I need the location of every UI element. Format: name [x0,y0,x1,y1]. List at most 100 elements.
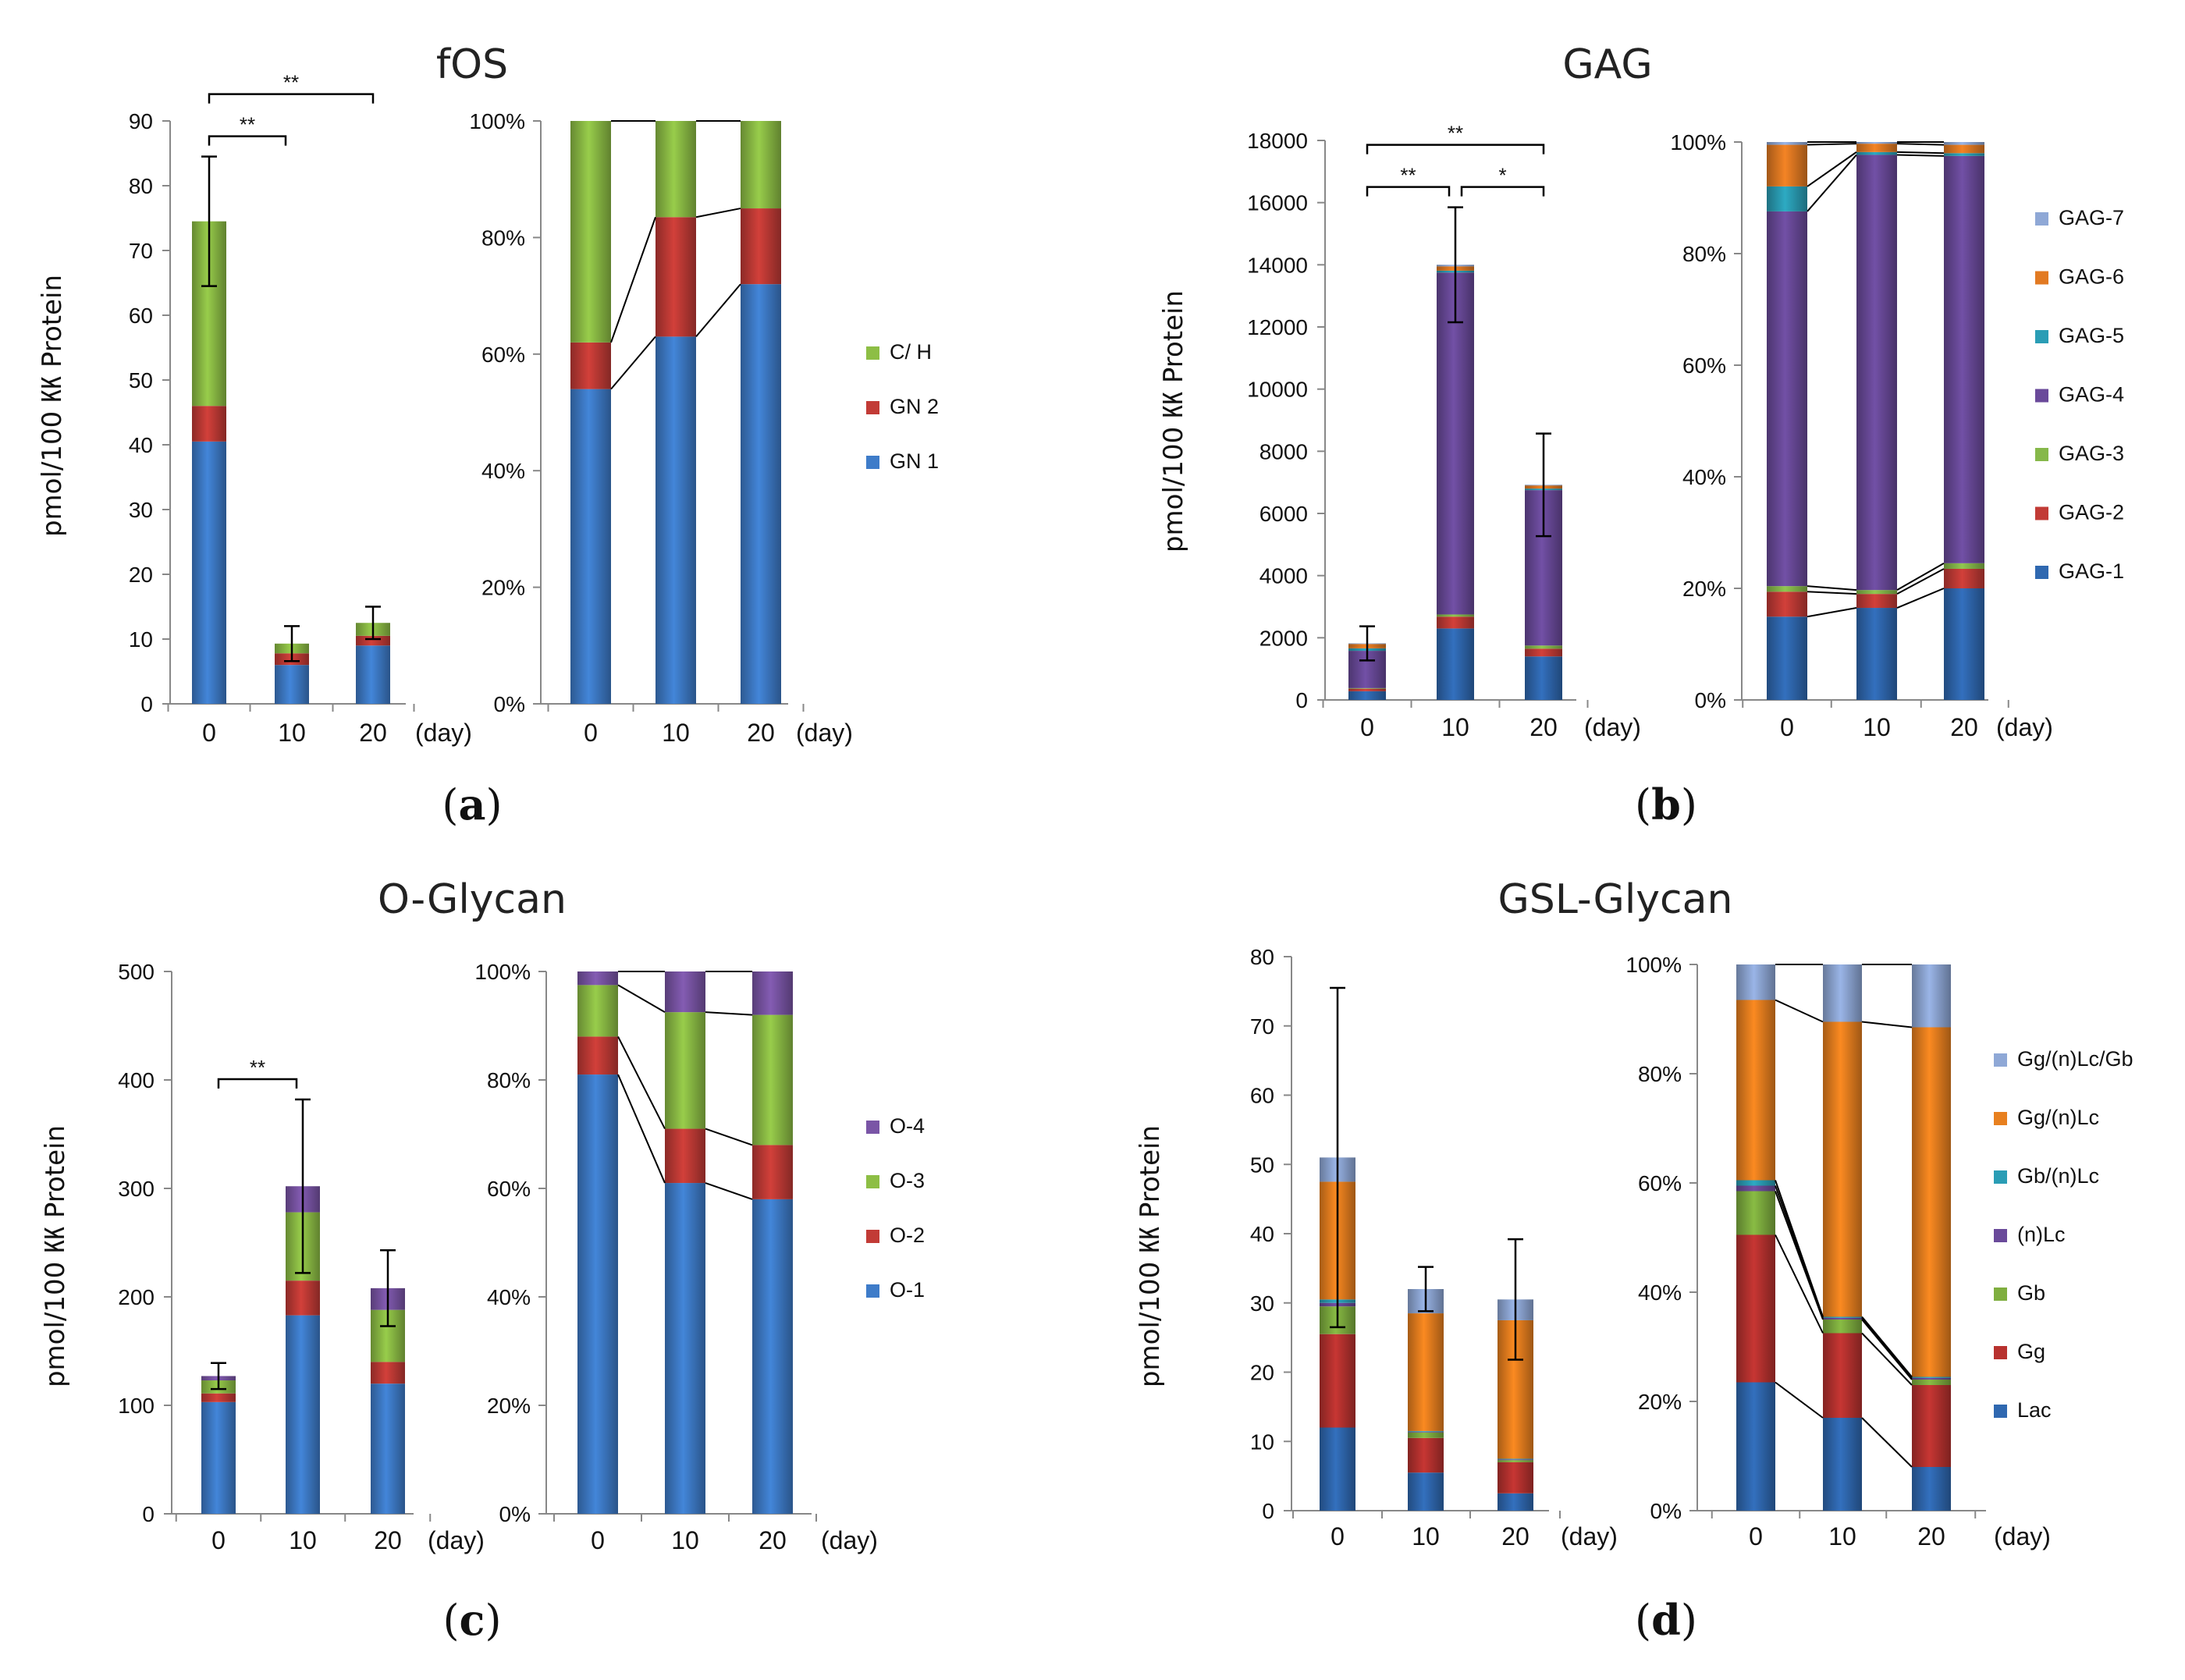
x-unit-label: (day) [415,719,472,747]
percent-segment [1767,616,1807,700]
percent-segment [1912,1467,1951,1511]
percent-segment [570,121,611,343]
bar-segment [1320,1427,1355,1511]
x-tick-label: 20 [1530,713,1558,741]
percent-segment [577,1074,618,1514]
x-unit-label: (day) [428,1526,485,1554]
y-tick-label: 0% [1695,688,1726,712]
x-unit-label: (day) [796,719,853,747]
y-axis-label: pmol/100 ㏍ Protein [40,1125,71,1387]
legend-label: GAG-5 [2059,324,2124,347]
absolute-chart: 0 10 20 30 40 50 60 70 80 0 10 20 (day) [1250,945,1618,1550]
bar-segment [1408,1431,1444,1433]
percent-segment [1856,142,1897,144]
y-tick-label: 300 [118,1177,155,1201]
percent-segment [1823,1317,1862,1319]
connector-line [1861,1319,1913,1380]
significance-bracket [1366,144,1545,155]
percent-segment [1767,186,1807,211]
percent-segment [656,121,696,218]
legend-swatch [866,1121,879,1134]
y-tick-label: 100% [469,109,525,133]
y-tick-label: 0% [499,1502,531,1526]
y-tick-label: 20% [487,1394,531,1418]
percent-segment [1823,1333,1862,1418]
percent-segment [570,342,611,389]
x-tick-label: 10 [1828,1522,1856,1550]
y-tick-label: 50 [129,368,153,392]
percent-segment [1912,1376,1951,1378]
significance-label: ** [283,71,299,94]
x-tick-label: 0 [1360,713,1374,741]
x-tick-label: 10 [671,1526,699,1554]
percent-segment [1856,155,1897,591]
x-tick-label: 10 [278,719,306,747]
connector-line [1896,562,1945,591]
percent-segment [1823,1418,1862,1511]
connector-line [617,984,666,1013]
percent-segment [752,1145,793,1199]
percent-segment [752,971,793,1015]
panel-label: (b) [1635,780,1697,829]
bar-segment [1408,1432,1444,1438]
y-tick-label: 14000 [1247,253,1308,277]
percent-segment [1823,1319,1862,1334]
y-tick-label: 20 [1250,1361,1274,1385]
legend-label: (n)Lc [2017,1223,2066,1246]
legend-label: O-1 [890,1278,925,1302]
bar-segment [356,635,390,646]
y-tick-label: 80% [487,1068,531,1092]
legend-label: GAG-4 [2059,383,2124,407]
y-tick-label: 60% [1638,1171,1682,1195]
y-tick-label: 30 [1250,1291,1274,1316]
panel-label: (d) [1635,1595,1697,1645]
percent-segment [741,284,781,704]
bar-segment [286,1315,320,1514]
y-tick-label: 20% [1682,577,1726,601]
bar-segment [1437,616,1474,629]
legend-swatch [2035,566,2048,579]
percent-segment [1912,1027,1951,1377]
bar-segment [1525,656,1562,700]
percent-segment [1856,144,1897,152]
x-unit-label: (day) [1561,1522,1618,1550]
percent-segment [752,1014,793,1145]
y-tick-label: 10 [129,627,153,652]
x-tick-label: 0 [1331,1522,1345,1550]
y-tick-label: 0 [1295,688,1308,712]
bar-segment [1498,1462,1533,1494]
legend-swatch [2035,389,2048,403]
percent-segment [656,336,696,704]
x-tick-label: 0 [1780,713,1794,741]
y-tick-label: 6000 [1259,502,1308,526]
significance-bracket [217,1078,298,1089]
y-axis-label: pmol/100 ㏍ Protein [1158,290,1189,552]
connector-line [1861,1332,1913,1386]
legend-swatch [866,401,879,414]
percent-segment [1736,1180,1775,1186]
legend-label: GAG-1 [2059,559,2124,583]
bar-segment [1320,1334,1355,1428]
percent-segment [1823,964,1862,1022]
legend-label: Gb/(n)Lc [2017,1164,2099,1188]
chart-title: GAG [1562,41,1652,88]
legend: Gg/(n)Lc/Gb Gg/(n)Lc Gb/(n)Lc (n)Lc Gb Gg Lac [1994,1047,2133,1422]
y-tick-label: 400 [118,1068,155,1092]
percent-segment [1856,590,1897,595]
percent-chart: 0% 20% 40% 60% 80% 100% 0 10 20 (day) [1670,130,2053,741]
connector-line [1861,1316,1913,1378]
bar-segment [192,406,226,442]
legend: O-4 O-3 O-2 O-1 [866,1114,925,1302]
legend-swatch [866,346,879,360]
y-tick-label: 40 [129,433,153,457]
y-tick-label: 18000 [1247,129,1308,153]
y-tick-label: 60% [1682,353,1726,378]
percent-segment [1856,594,1897,609]
connector-line [1807,585,1857,591]
x-tick-label: 20 [374,1526,402,1554]
y-tick-label: 60% [487,1177,531,1201]
connector-line [1775,999,1824,1023]
bar-segment [1498,1459,1533,1461]
legend-swatch [2035,506,2048,520]
percent-segment [752,1199,793,1514]
